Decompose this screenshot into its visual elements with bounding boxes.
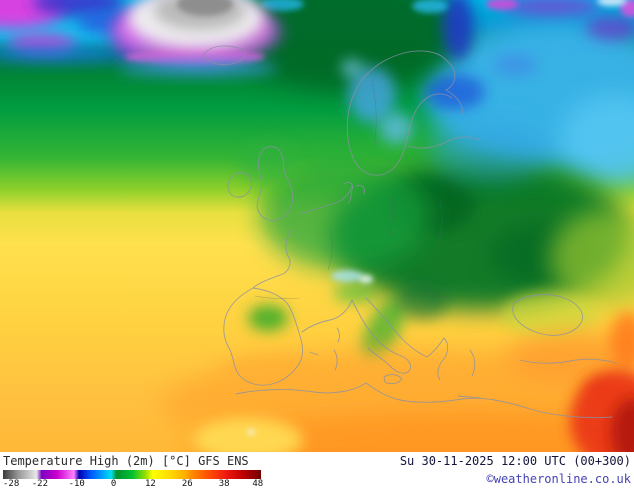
status-bar: Temperature High (2m) [°C] GFS ENS Su 30…: [0, 452, 634, 490]
map-title: Temperature High (2m) [°C] GFS ENS: [3, 454, 249, 468]
legend-tick: -10: [68, 479, 85, 489]
map-datetime: Su 30-11-2025 12:00 UTC (00+300): [399, 454, 631, 468]
legend-tick: 38: [218, 479, 230, 489]
borders-layer: [254, 79, 453, 299]
temperature-field-svg: [0, 0, 634, 452]
legend-tick: 0: [110, 479, 117, 489]
legend-tick: -28: [3, 479, 20, 489]
temperature-map: [0, 0, 634, 452]
legend-tick: 48: [252, 479, 264, 489]
legend-gradient-bar: [3, 470, 261, 479]
coastlines-layer: [202, 45, 617, 419]
greenland-ice-region: [105, 0, 285, 76]
temperature-blobs-layer: [0, 0, 634, 452]
legend-tick: 26: [181, 479, 193, 489]
legend-tick-labels: -28 -22 -10 0 12 26 38 48: [3, 479, 264, 490]
temperature-legend: -28 -22 -10 0 12 26 38 48: [3, 470, 264, 490]
copyright-link[interactable]: ©weatheronline.co.uk: [486, 472, 632, 486]
legend-tick: 12: [144, 479, 156, 489]
legend-tick: -22: [31, 479, 48, 489]
